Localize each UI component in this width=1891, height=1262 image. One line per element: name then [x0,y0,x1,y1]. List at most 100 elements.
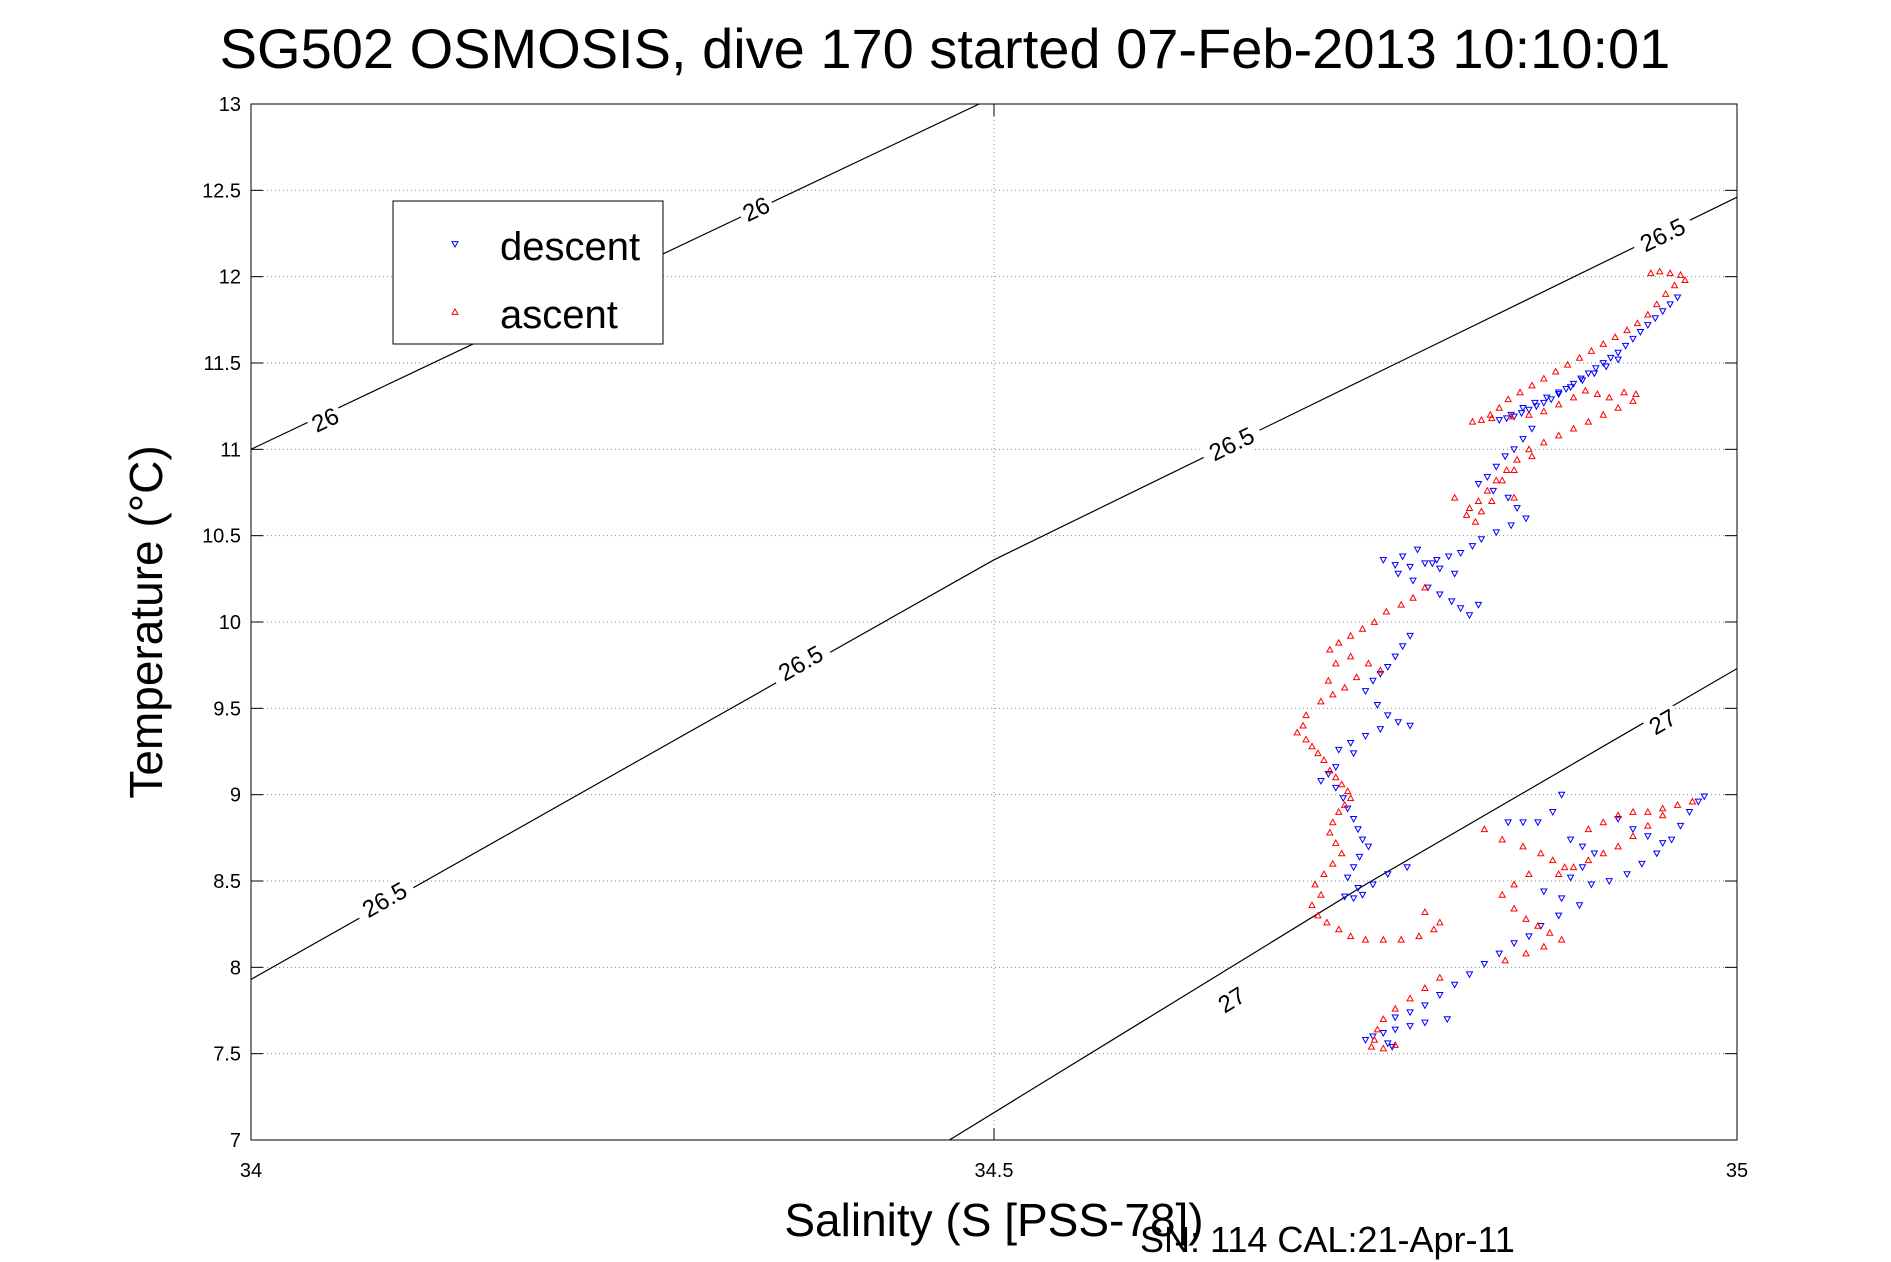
y-tick-label: 12 [219,267,241,289]
data-point-ascent [1373,1025,1382,1033]
data-point-descent [1525,406,1533,414]
data-point-ascent [1498,835,1507,843]
data-point-descent [1652,850,1661,858]
data-point-ascent [1510,880,1518,888]
data-point-ascent [1623,326,1631,334]
data-point-descent [1398,553,1407,561]
data-point-descent [1369,881,1377,889]
data-point-descent [1534,819,1542,827]
legend-label-descent: descent [500,225,640,269]
data-point-ascent [1331,659,1340,667]
data-point-descent [1358,891,1367,899]
data-point-descent [1614,356,1622,364]
contour-label-background [1640,701,1685,743]
data-point-descent [1354,885,1362,892]
data-point-descent [1566,874,1575,882]
data-point-ascent [1632,390,1640,397]
data-point-descent [1376,670,1385,678]
data-point-descent [1614,349,1622,357]
data-point-descent [1623,871,1631,879]
data-point-descent [1629,826,1637,834]
data-point-ascent [1495,403,1504,411]
data-point-ascent [1539,942,1548,950]
data-point-ascent [1391,1041,1400,1048]
data-point-ascent [1325,645,1334,653]
data-point-ascent [1480,825,1489,833]
data-point-ascent [1504,395,1513,403]
data-point-descent [1554,912,1563,920]
data-point-ascent [1435,973,1444,981]
data-point-ascent [1302,735,1310,743]
data-point-ascent [1633,319,1642,327]
data-point-ascent [1328,818,1337,826]
data-point-descent [1614,815,1622,823]
data-point-descent [1578,864,1587,872]
data-point-descent [1566,836,1575,844]
y-tick-label: 10.5 [202,526,241,548]
data-point-descent [1566,384,1575,392]
y-tick-label: 13 [219,94,241,116]
data-point-descent [1528,425,1536,433]
contour-label-background [1209,979,1254,1021]
data-point-ascent [1346,932,1355,940]
data-point-descent [1575,902,1584,910]
data-point-ascent [1421,908,1429,915]
legend-entry-descent: descent [451,225,640,269]
data-point-descent [1361,733,1370,740]
data-point-descent [1373,701,1382,709]
data-point-descent [1685,809,1694,816]
data-point-descent [1406,1009,1414,1017]
data-point-descent [1517,410,1526,418]
plot-frame [250,103,1738,1141]
data-point-descent [1435,992,1444,999]
data-point-descent [1394,719,1403,727]
data-point-descent [1391,562,1400,570]
data-point-descent [1507,522,1515,530]
data-point-descent [1492,529,1501,537]
data-point-ascent [1551,367,1560,375]
data-point-descent [1666,301,1674,309]
data-point-ascent [1293,728,1301,736]
data-point-ascent [1666,269,1674,277]
data-point-descent [1450,570,1459,578]
data-point-ascent [1334,638,1343,646]
data-point-descent [1643,322,1652,330]
data-point-descent [1495,417,1504,425]
data-point-descent [1510,940,1518,948]
data-point-ascent [1646,269,1655,277]
data-point-ascent [1599,410,1608,418]
contour-label-background [1197,418,1266,471]
data-point-descent [1658,840,1667,848]
data-point-descent [1480,960,1489,968]
data-point-ascent [1510,466,1518,473]
data-point-descent [1391,653,1400,661]
data-point-ascent [1367,1042,1376,1050]
data-point-ascent [1391,1004,1400,1012]
data-point-descent [1376,726,1385,734]
data-point-descent [1602,363,1611,371]
data-point-ascent [1643,821,1652,829]
data-point-descent [1406,563,1414,571]
contour-label-background [766,635,835,691]
data-point-ascent [1569,393,1578,401]
data-point-ascent [1661,289,1670,297]
data-point-ascent [1629,807,1637,815]
y-tick-label: 12.5 [202,180,241,202]
data-point-ascent [1314,749,1322,757]
data-point-descent [1587,881,1596,889]
data-point-descent [1346,739,1355,747]
data-point-descent [1495,950,1504,958]
data-point-ascent [1522,914,1530,922]
data-point-descent [1443,1016,1452,1024]
data-point-ascent [1569,424,1578,432]
data-point-ascent [1317,890,1325,898]
data-point-ascent [1525,445,1533,453]
data-point-ascent [1311,880,1319,888]
data-points [1293,267,1709,1052]
y-tick-label: 11.5 [204,353,241,375]
data-point-descent [1569,380,1578,388]
data-point-ascent [1614,842,1622,850]
data-point-ascent [1519,842,1527,850]
data-point-ascent [1575,353,1584,361]
data-point-ascent [1382,607,1391,615]
